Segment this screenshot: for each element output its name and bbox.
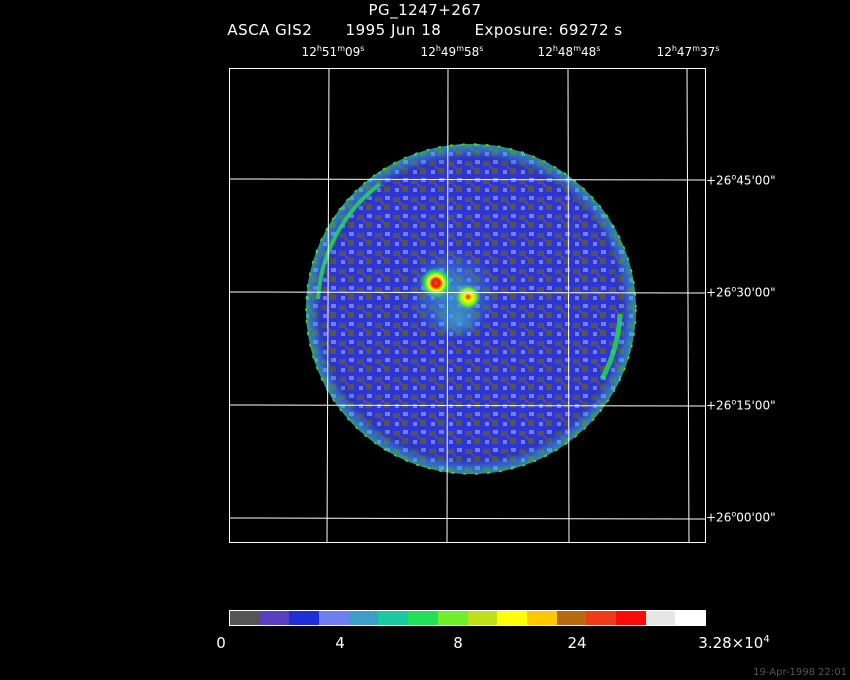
xray-source (420, 267, 452, 299)
detector-image (230, 69, 705, 542)
dec-tick-label: +26o00'00" (706, 509, 776, 525)
colorbar-swatch (586, 611, 616, 625)
colorbar-swatch (230, 611, 260, 625)
dec-tick-label: +26o15'00" (706, 397, 776, 413)
colorbar-swatch (319, 611, 349, 625)
colorbar-swatch (467, 611, 498, 625)
instrument-label: ASCA GIS2 (227, 21, 313, 39)
ra-tick-label: 12h47m37s (656, 44, 720, 59)
colorbar-swatch (645, 611, 676, 625)
colorbar-swatch (556, 611, 587, 625)
colorbar-swatch (615, 611, 646, 625)
xray-source (455, 284, 481, 310)
dec-tick-label: +26o30'00" (706, 284, 776, 300)
ra-tick-label: 12h51m09s (301, 44, 365, 59)
colorbar-swatch (437, 611, 468, 625)
colorbar-swatch (526, 611, 557, 625)
date-label: 1995 Jun 18 (345, 21, 442, 39)
coordinate-grid (230, 69, 705, 542)
ra-tick-label: 12h48m48s (537, 44, 601, 59)
colorbar-max-label: 3.28×104 (698, 634, 770, 652)
colorbar-label: 4 (335, 634, 345, 652)
colorbar-swatch (259, 611, 290, 625)
colorbar-swatch (378, 611, 409, 625)
xray-image-panel (229, 68, 706, 543)
dec-tick-label: +26o45'00" (706, 172, 776, 188)
colorbar-label: 24 (567, 634, 587, 652)
colorbar-swatch (289, 611, 320, 625)
colorbar (229, 610, 706, 626)
colorbar-label: 8 (453, 634, 463, 652)
ra-tick-label: 12h49m58s (420, 44, 484, 59)
colorbar-swatch (408, 611, 438, 625)
colorbar-swatch (348, 611, 379, 625)
colorbar-swatch (675, 611, 705, 625)
timestamp: 19-Apr-1998 22:01 (753, 667, 847, 678)
observation-info: ASCA GIS2 1995 Jun 18 Exposure: 69272 s (0, 21, 850, 39)
colorbar-swatch (497, 611, 527, 625)
exposure-label: Exposure: 69272 s (474, 21, 623, 39)
colorbar-label: 0 (216, 634, 226, 652)
image-title: PG_1247+267 (368, 1, 482, 19)
